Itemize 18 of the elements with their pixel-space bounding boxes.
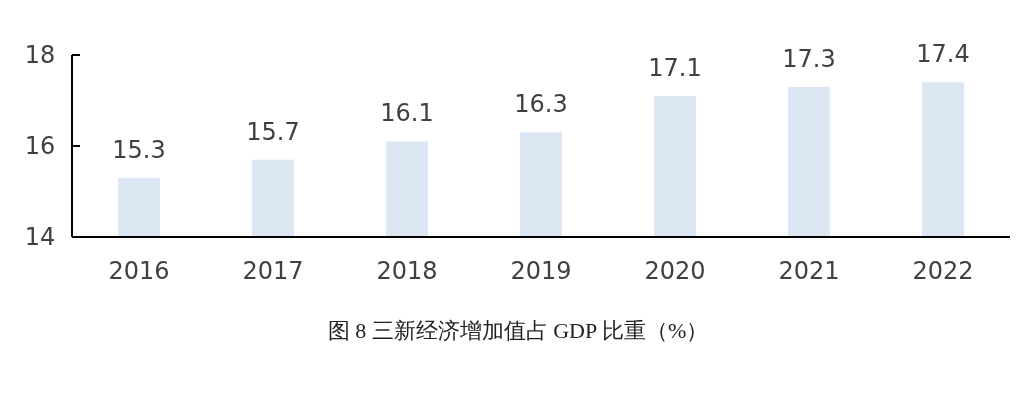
y-tick-label: 18 — [24, 41, 56, 70]
data-label: 17.4 — [916, 40, 970, 69]
y-tick-label: 14 — [24, 223, 56, 252]
x-tick-label: 2019 — [510, 257, 572, 285]
text: 图 8 三新经济增加值占 GDP 比重（%） — [327, 318, 709, 343]
x-tick-label: 2020 — [644, 257, 706, 285]
x-tick-label: 2016 — [108, 257, 170, 285]
x-tick-label: 2018 — [376, 257, 438, 285]
data-label: 15.7 — [246, 117, 300, 146]
x-tick-label: 2022 — [912, 257, 974, 285]
data-label: 17.3 — [782, 44, 836, 73]
x-tick-label: 2021 — [778, 257, 840, 285]
x-tick-label: 2017 — [242, 257, 304, 285]
data-label: 17.1 — [648, 53, 702, 82]
data-label: 15.3 — [112, 135, 166, 164]
data-label: 16.1 — [380, 99, 434, 128]
data-label: 16.3 — [514, 90, 568, 119]
y-tick-label: 16 — [24, 132, 56, 161]
